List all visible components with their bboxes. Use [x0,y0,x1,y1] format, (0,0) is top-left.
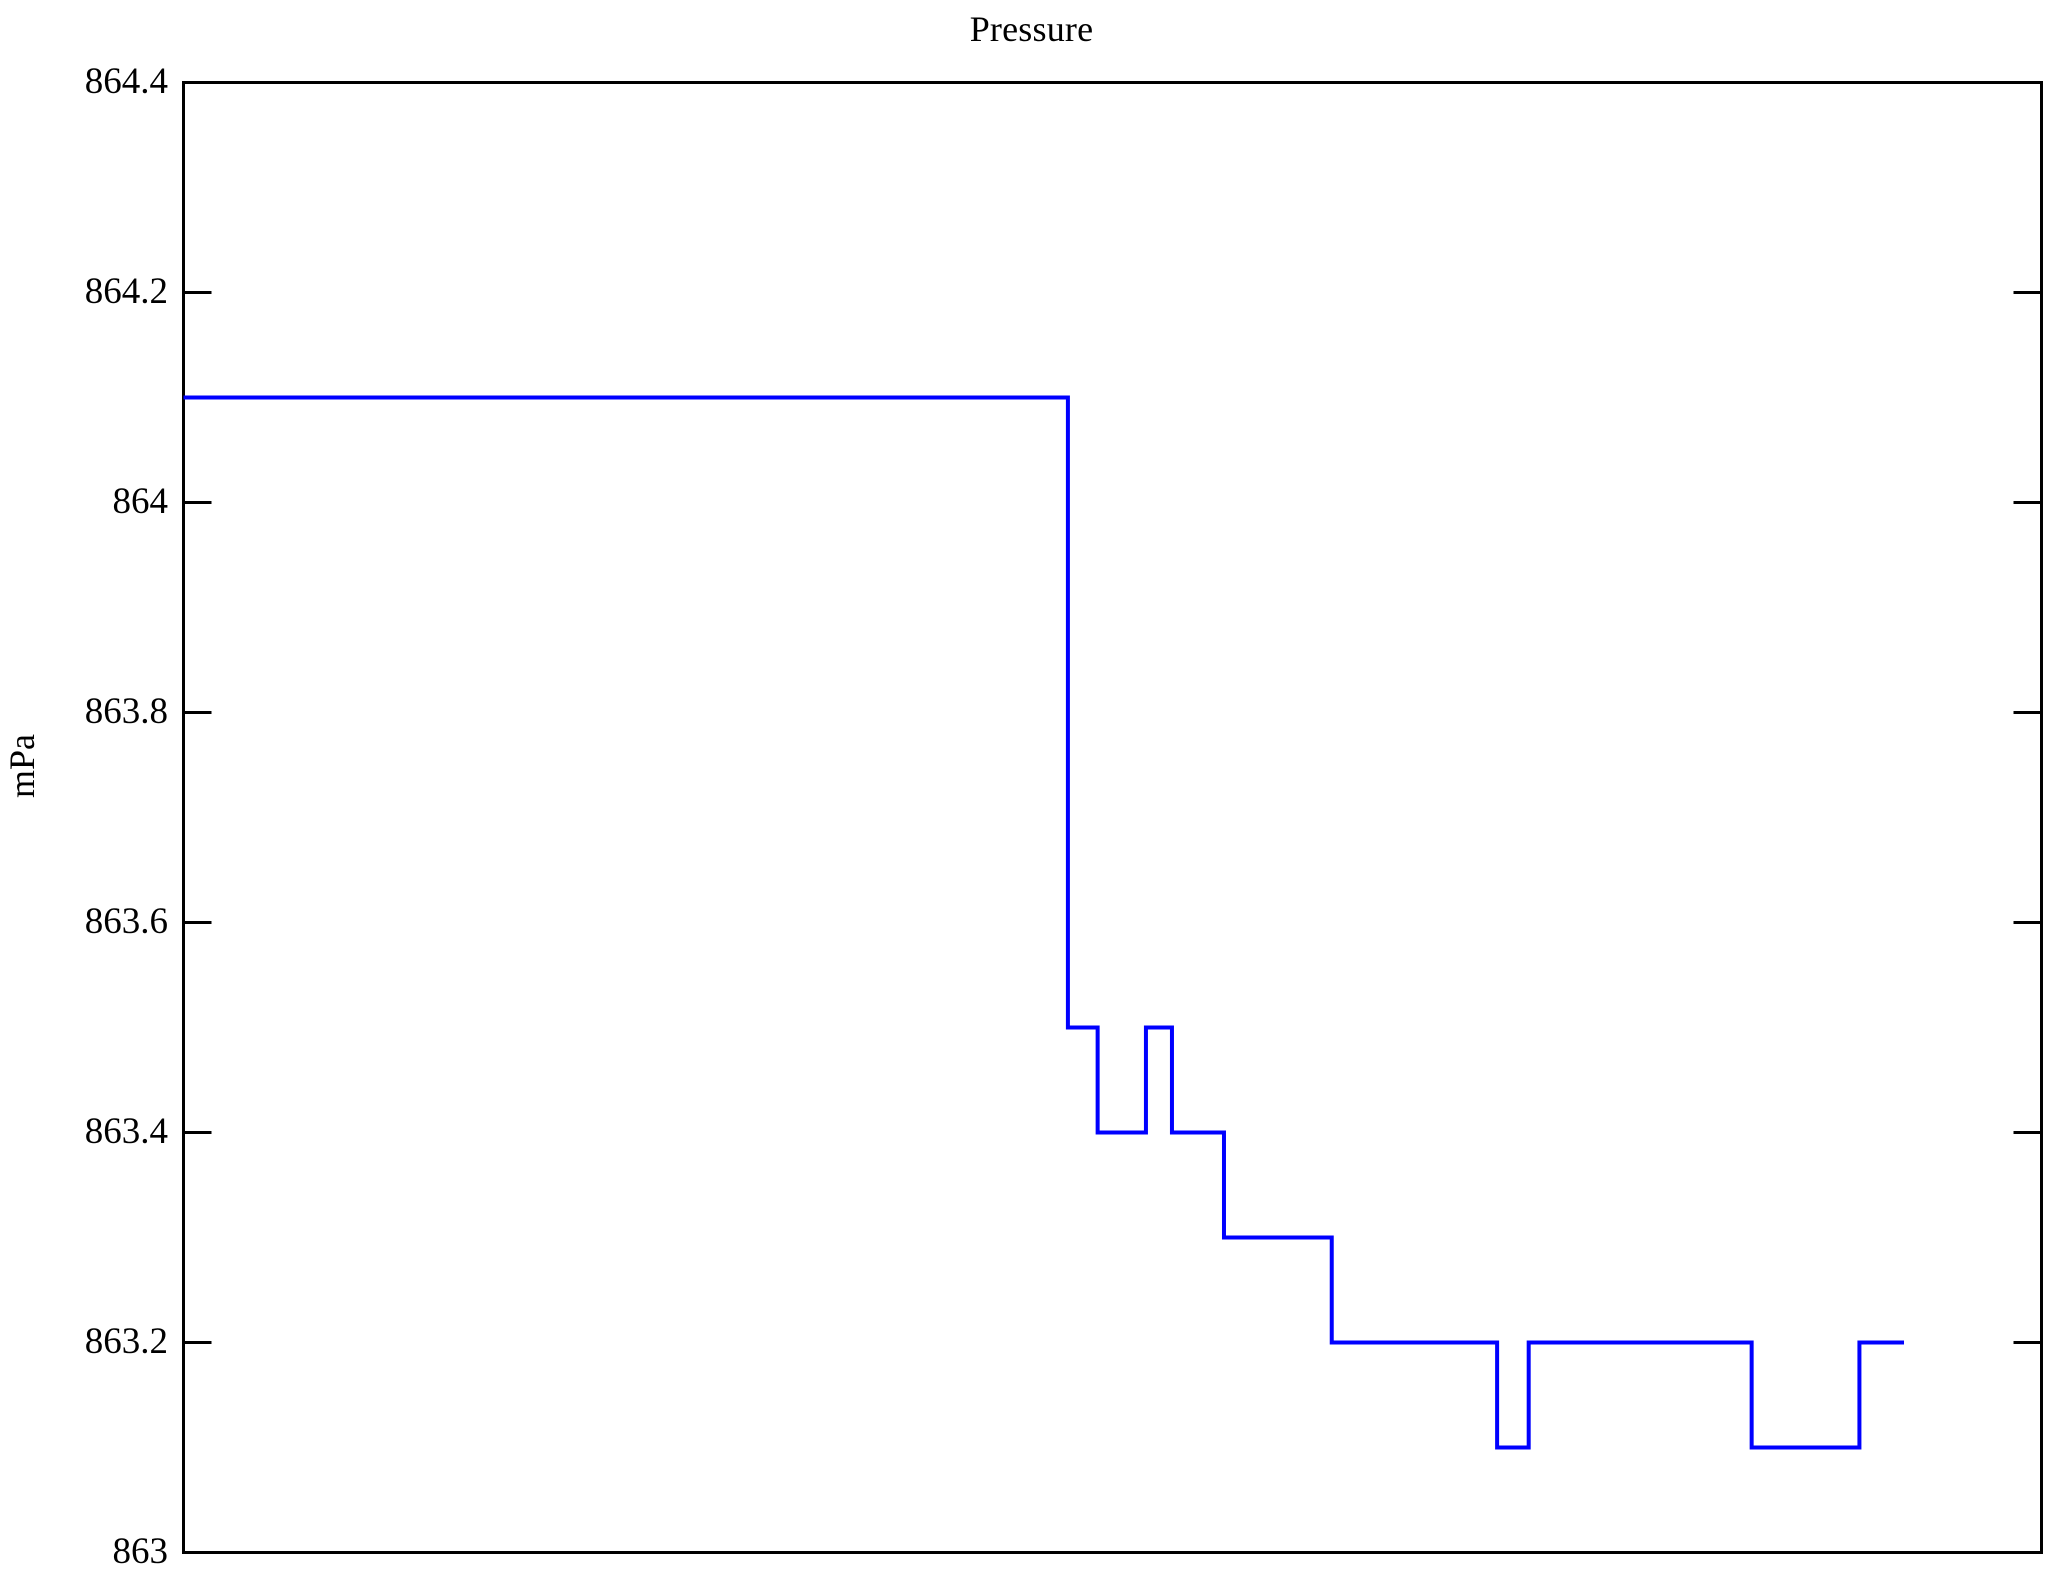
y-tick-label: 863.4 [84,1110,168,1152]
y-tick-label: 864 [112,480,169,522]
y-tick-label: 864.4 [84,60,168,102]
axes-box [182,81,2043,1554]
y-axis-tick-labels: 864.4 864.2 864 863.8 863.6 863.4 863.2 863 [0,0,168,1579]
axes-frame [182,81,2043,1554]
y-tick-label: 863.6 [84,900,168,942]
y-tick-label: 863.8 [84,690,168,732]
y-tick-label: 863 [112,1530,169,1572]
data-series-group [183,395,1905,1450]
chart-title: Pressure [969,9,1094,49]
y-tick-label: 864.2 [84,270,168,312]
pressure-line [183,395,1905,1450]
y-tick-label: 863.2 [84,1320,168,1362]
axis-ticks [183,291,2042,1344]
